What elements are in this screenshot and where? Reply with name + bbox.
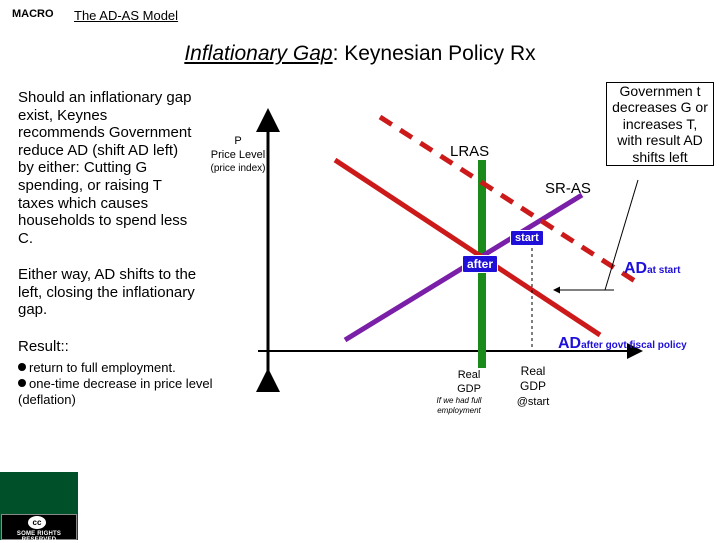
title-rest: : Keynesian Policy Rx	[332, 42, 536, 65]
lras-label: LRAS	[450, 143, 490, 160]
ad-after-line	[333, 157, 602, 338]
ad-after-sub: after govt fiscal policy	[581, 340, 687, 351]
explanation-paragraph: Should an inflationary gap exist, Keynes…	[18, 89, 192, 247]
result-bullet-1: return to full employment.	[18, 360, 218, 376]
cc-icon: cc	[28, 516, 46, 529]
sras-label: SR-AS	[545, 180, 591, 197]
at-start-note: @start	[516, 396, 550, 408]
real-gdp-start-line2: GDP	[519, 379, 546, 393]
ad-start-label: ADat start	[624, 260, 680, 278]
bullet-icon	[18, 379, 26, 387]
result-heading: Result::	[18, 338, 69, 355]
policy-callout: Governmen t decreases G or increases T, …	[606, 82, 714, 167]
result-bullet-2: one-time decrease in price level (deflat…	[18, 376, 218, 408]
real-gdp-full-line2: GDP	[457, 383, 481, 395]
full-employment-note: If we had full employment	[436, 396, 482, 415]
after-point-label: after	[462, 255, 499, 273]
callout-pointer	[604, 179, 639, 291]
model-link[interactable]: The AD-AS Model	[74, 8, 179, 23]
real-gdp-start-label: Real GDP	[508, 364, 558, 394]
ad-start-sub: at start	[647, 265, 681, 276]
price-axis-label: P Price Level (price index)	[206, 134, 270, 176]
price-axis-symbol: P	[234, 135, 242, 147]
real-gdp-full-label: Real GDP	[444, 368, 494, 396]
price-axis-unit: (price index)	[210, 163, 266, 174]
ad-start-line	[378, 114, 640, 286]
ad-start-main: AD	[624, 260, 648, 277]
real-gdp-start-line1: Real	[520, 364, 546, 378]
real-gdp-full-line1: Real	[457, 369, 481, 381]
slide-title: Inflationary Gap: Keynesian Policy Rx	[0, 42, 720, 66]
license-text: SOME RIGHTS RESERVED	[16, 531, 62, 543]
bullet-icon	[18, 363, 26, 371]
price-axis-name: Price Level	[210, 149, 266, 161]
course-label: MACRO	[12, 8, 54, 20]
ad-after-main: AD	[558, 335, 582, 352]
title-underlined: Inflationary Gap	[184, 42, 333, 65]
conclusion-paragraph: Either way, AD shifts to the left, closi…	[18, 266, 197, 319]
bullet-text: one-time decrease in price level (deflat…	[18, 376, 213, 407]
bullet-text: return to full employment.	[29, 360, 176, 375]
ad-after-label: ADafter govt fiscal policy	[558, 335, 687, 353]
start-point-label: start	[510, 230, 544, 246]
